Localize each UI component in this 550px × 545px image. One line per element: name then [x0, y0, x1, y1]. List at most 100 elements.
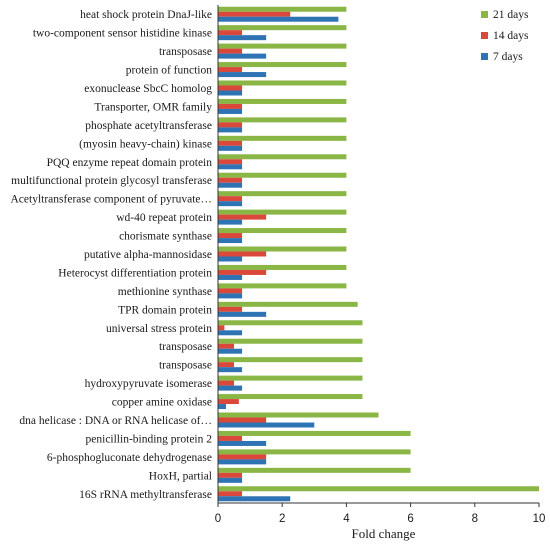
category-label-4: protein of function [126, 65, 212, 77]
legend-label-21-days: 21 days [493, 9, 529, 21]
category-label-21: hydroxypyruvate isomerase [85, 378, 212, 390]
legend-swatch-14-days [481, 32, 488, 39]
bar-21-days-8 [218, 135, 347, 141]
bar-14-days-12 [218, 214, 267, 220]
category-label-22: copper amine oxidase [112, 397, 212, 409]
legend-label-14-days: 14 days [493, 30, 529, 42]
category-label-18: universal stress protein [106, 323, 212, 335]
bar-21-days-9 [218, 154, 347, 160]
category-label-7: phosphate acetyltransferase [85, 120, 212, 132]
category-label-13: chorismate synthase [119, 231, 212, 243]
bar-7-days-20 [218, 367, 243, 373]
bar-7-days-8 [218, 145, 243, 151]
bar-14-days-9 [218, 159, 243, 165]
bar-21-days-13 [218, 228, 347, 234]
category-label-3: transposase [159, 46, 212, 58]
category-label-6: Transporter, OMR family [94, 101, 212, 113]
bar-21-days-17 [218, 301, 358, 307]
bar-7-days-17 [218, 311, 267, 317]
bar-7-days-23 [218, 422, 315, 428]
category-label-19: transposase [159, 341, 212, 353]
category-label-15: Heterocyst differentiation protein [58, 267, 212, 279]
bar-7-days-3 [218, 53, 267, 59]
bar-14-days-21 [218, 380, 235, 386]
bar-14-days-2 [218, 30, 243, 36]
bar-14-days-1 [218, 11, 291, 17]
legend-swatch-7-days [481, 53, 488, 60]
bar-7-days-4 [218, 72, 267, 78]
bar-14-days-16 [218, 288, 243, 294]
bar-14-days-17 [218, 306, 243, 312]
bar-14-days-7 [218, 122, 243, 128]
bar-7-days-11 [218, 201, 243, 207]
bar-14-days-4 [218, 67, 243, 73]
bar-14-days-26 [218, 472, 243, 478]
category-label-11: Acetyltransferase component of pyruvate… [11, 194, 213, 206]
bar-14-days-19 [218, 343, 235, 349]
bar-14-days-14 [218, 251, 267, 257]
bar-21-days-10 [218, 172, 347, 178]
bar-14-days-3 [218, 48, 243, 54]
bar-21-days-3 [218, 43, 347, 49]
bar-14-days-6 [218, 103, 243, 109]
bar-14-days-23 [218, 417, 267, 423]
bar-21-days-24 [218, 430, 411, 436]
x-tick-label-6: 6 [407, 513, 413, 525]
bar-14-days-25 [218, 454, 267, 460]
bar-14-days-15 [218, 269, 267, 275]
bar-7-days-16 [218, 293, 243, 299]
bar-21-days-14 [218, 246, 347, 252]
category-label-12: wd-40 repeat protein [116, 212, 212, 224]
x-tick-label-2: 2 [279, 513, 285, 525]
bar-21-days-12 [218, 209, 347, 215]
bar-7-days-6 [218, 108, 243, 114]
bar-21-days-19 [218, 338, 363, 344]
bar-21-days-5 [218, 80, 347, 86]
x-tick-label-10: 10 [533, 513, 546, 525]
bar-14-days-24 [218, 435, 243, 441]
bar-7-days-1 [218, 16, 339, 22]
bar-21-days-22 [218, 394, 363, 400]
bar-14-days-8 [218, 140, 243, 146]
bar-21-days-4 [218, 62, 347, 68]
bar-14-days-13 [218, 233, 243, 239]
bar-21-days-27 [218, 486, 539, 492]
x-axis-ticks: 0 2 4 6 8 10 [215, 503, 546, 525]
bar-21-days-26 [218, 467, 411, 473]
x-axis-title: Fold change [352, 526, 416, 541]
bar-14-days-22 [218, 399, 239, 405]
bar-7-days-26 [218, 477, 243, 483]
x-tick-label-0: 0 [215, 513, 221, 525]
bar-21-days-7 [218, 117, 347, 123]
category-label-26: HoxH, partial [149, 470, 212, 482]
bar-7-days-19 [218, 348, 243, 354]
x-tick-label-8: 8 [472, 513, 478, 525]
legend-label-7-days: 7 days [493, 51, 523, 63]
category-label-16: methionine synthase [118, 286, 212, 298]
bar-7-days-21 [218, 385, 243, 391]
category-label-10: multifunctional protein glycosyl transfe… [11, 175, 212, 187]
bar-7-days-18 [218, 330, 243, 336]
bar-21-days-18 [218, 320, 363, 326]
bar-7-days-7 [218, 127, 243, 133]
bar-14-days-10 [218, 177, 243, 183]
bar-7-days-27 [218, 496, 291, 502]
bar-14-days-5 [218, 85, 243, 91]
bar-14-days-11 [218, 196, 243, 202]
bar-7-days-12 [218, 219, 243, 225]
category-label-23: dna helicase : DNA or RNA helicase of… [19, 415, 212, 427]
bar-14-days-20 [218, 362, 235, 368]
bar-21-days-25 [218, 449, 411, 455]
bar-21-days-6 [218, 98, 347, 104]
category-label-27: 16S rRNA methyltransferase [79, 489, 212, 501]
bar-7-days-14 [218, 256, 243, 262]
bar-21-days-20 [218, 357, 363, 363]
category-label-20: transposase [159, 360, 212, 372]
category-label-14: putative alpha-mannosidase [84, 249, 212, 261]
category-labels: heat shock protein DnaJ-like two-componen… [11, 9, 213, 501]
category-label-25: 6-phosphogluconate dehydrogenase [47, 452, 212, 464]
category-label-5: exonuclease SbcC homolog [84, 83, 212, 95]
bar-7-days-10 [218, 182, 243, 188]
category-label-2: two-component sensor histidine kinase [33, 28, 212, 40]
